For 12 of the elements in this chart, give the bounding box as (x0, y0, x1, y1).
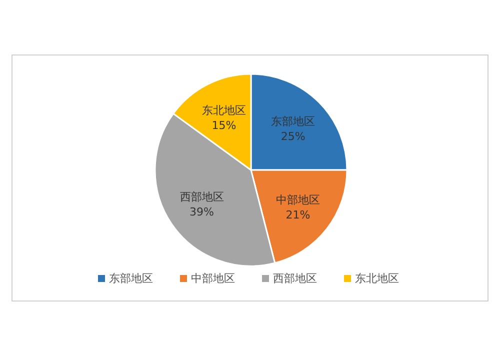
data-label: 39% (190, 205, 214, 218)
legend-label: 西部地区 (273, 272, 317, 285)
legend-label: 东部地区 (109, 272, 153, 285)
data-label: 25% (280, 130, 306, 143)
legend-label: 东北地区 (355, 272, 399, 285)
slice-label: 东部地区 (271, 114, 316, 128)
legend-label: 中部地区 (191, 272, 235, 285)
data-label: 15% (212, 118, 236, 132)
data-label: 21% (286, 208, 310, 222)
slice-label: 西部地区 (180, 190, 224, 204)
slice-label: 中部地区 (276, 193, 320, 206)
slice-label: 东北地区 (202, 104, 246, 117)
